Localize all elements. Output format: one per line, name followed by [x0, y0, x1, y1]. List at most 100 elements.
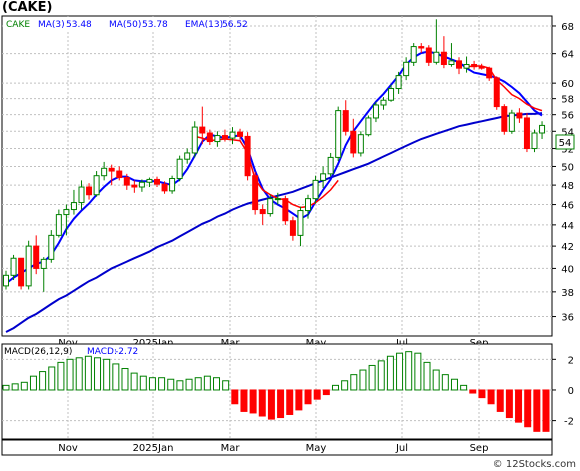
legend-ema13-value: 56.52: [222, 20, 248, 30]
candle-body: [154, 178, 160, 185]
last-price-label: 54: [559, 138, 572, 149]
macd-bar: [203, 375, 211, 391]
bottom-x-axis: Nov 2025Jan Mar May Jul Sep: [58, 443, 488, 454]
candle-body: [146, 178, 153, 183]
macd-bar: [423, 361, 431, 391]
candle-body: [289, 220, 296, 236]
macd-bar: [240, 389, 248, 412]
macd-bar: [405, 351, 413, 391]
candle-body: [10, 257, 17, 276]
price-ytick-label: 36: [561, 313, 574, 324]
ma3-segment: [5, 50, 543, 285]
macd-bar: [249, 389, 257, 414]
macd-label: MACD:: [87, 347, 117, 357]
candle-body: [184, 152, 191, 160]
bottom-xtick-label: Nov: [58, 443, 78, 454]
candle-body: [335, 110, 342, 158]
price-ytick-label: 40: [561, 264, 574, 275]
candle-body: [493, 77, 500, 108]
macd-title: MACD(26,12,9): [4, 347, 72, 357]
ema-segment: [466, 65, 543, 112]
candle-body: [176, 158, 183, 179]
watermark: © 12Stocks.com: [492, 459, 576, 470]
candle-body: [312, 179, 319, 200]
candle-body: [78, 186, 85, 204]
macd-bar: [359, 369, 367, 391]
macd-bar: [29, 375, 37, 391]
candle-body: [55, 214, 62, 236]
macd-bar: [322, 389, 330, 396]
bottom-xtick-label: Jul: [395, 443, 408, 454]
macd-bar: [94, 357, 102, 391]
macd-y-axis: -2 0 2: [552, 355, 574, 428]
macd-bars: [2, 351, 550, 432]
candle-body: [221, 135, 228, 139]
candle-body: [516, 112, 523, 119]
macd-bar: [20, 381, 28, 391]
candle-body: [365, 117, 372, 136]
macd-bar: [258, 389, 266, 417]
bottom-x-axis-band: [1, 439, 553, 456]
candles: [3, 19, 546, 292]
candle-body: [25, 245, 32, 287]
macd-bar: [167, 378, 175, 391]
price-ytick-label: 46: [561, 201, 574, 212]
macd-bar: [414, 352, 422, 391]
candle-body: [237, 131, 244, 137]
macd-bar: [496, 389, 504, 412]
legend-ema13: EMA(13): [185, 20, 223, 30]
macd-bar: [432, 369, 440, 391]
candle-body: [18, 257, 25, 287]
price-ytick-label: 56: [561, 111, 574, 122]
legend-ma3-value: 53.48: [66, 20, 92, 30]
macd-bar: [48, 366, 56, 391]
candle-body: [508, 112, 515, 132]
macd-bar: [148, 377, 156, 391]
macd-bar: [39, 371, 47, 391]
candle-body: [70, 202, 77, 211]
price-ytick-label: 54: [561, 127, 574, 138]
macd-bar: [139, 375, 147, 391]
legend-cake: CAKE: [6, 20, 30, 30]
macd-bar: [377, 360, 385, 391]
candle-body: [63, 209, 70, 216]
macd-bar: [158, 377, 166, 391]
macd-bar: [57, 361, 65, 391]
candle-body: [357, 134, 364, 154]
bottom-xtick-label: Mar: [221, 443, 241, 454]
price-panel: [1, 15, 553, 337]
candle-body: [282, 198, 289, 222]
candle-body: [425, 47, 432, 63]
candle-body: [448, 60, 455, 66]
candle-body: [252, 175, 259, 211]
price-ytick-label: 50: [561, 162, 574, 173]
candle-body: [214, 135, 221, 143]
candle-body: [486, 67, 493, 79]
candle-body: [48, 234, 55, 260]
macd-bar: [469, 389, 477, 394]
macd-bar: [331, 384, 339, 391]
macd-ytick-label: -2: [564, 417, 574, 428]
price-ytick-label: 60: [561, 79, 574, 90]
macd-bar: [304, 389, 312, 405]
candle-body: [199, 126, 206, 134]
candle-body: [395, 75, 402, 90]
candle-body: [131, 184, 138, 188]
candle-body: [433, 51, 440, 63]
price-ytick-label: 58: [561, 95, 574, 106]
legend-bg: [3, 17, 226, 30]
candle-body: [410, 46, 417, 63]
candle-body: [320, 173, 327, 181]
price-ytick-label: 44: [561, 221, 574, 232]
macd-panel: [1, 343, 553, 440]
macd-bar: [176, 380, 184, 391]
bottom-xtick-label: May: [306, 443, 327, 454]
macd-bar: [368, 364, 376, 391]
candle-body: [191, 126, 198, 154]
macd-bar: [542, 389, 550, 432]
candle-body: [388, 88, 395, 101]
macd-bar: [460, 384, 468, 391]
candle-body: [350, 130, 357, 154]
price-ytick-label: 64: [561, 50, 574, 61]
candle-body: [86, 186, 93, 196]
